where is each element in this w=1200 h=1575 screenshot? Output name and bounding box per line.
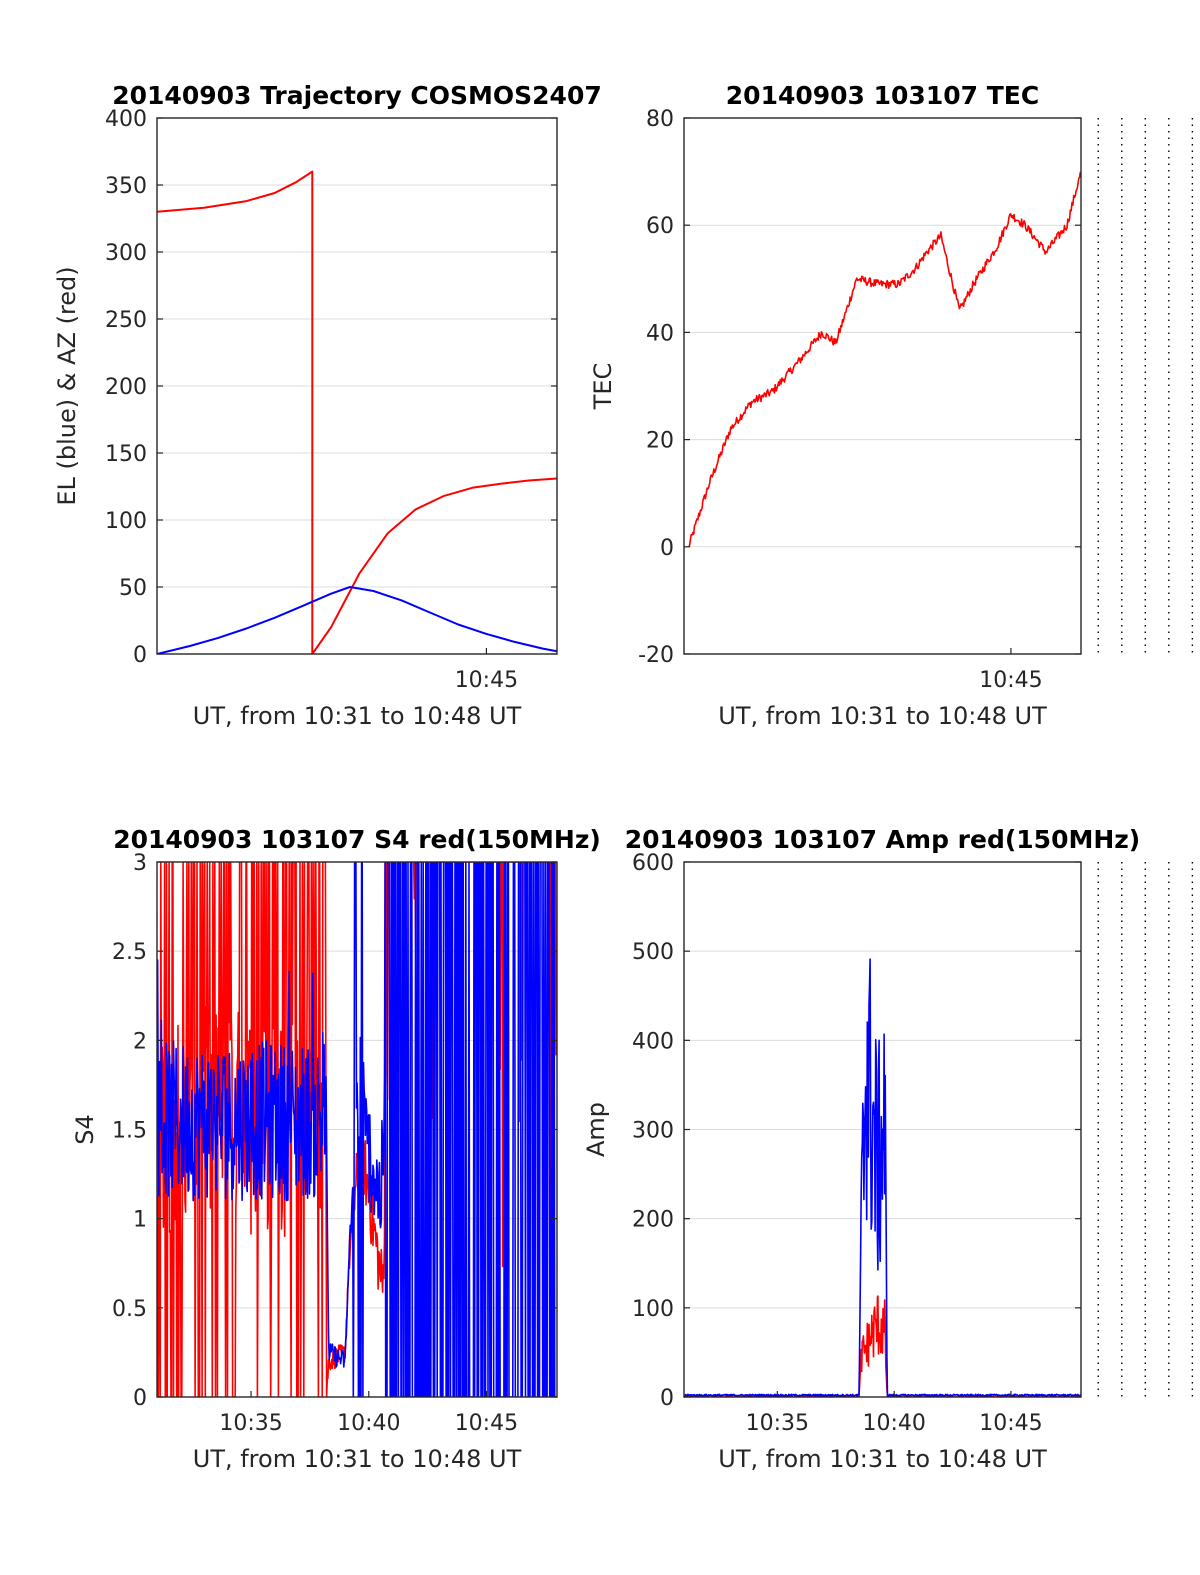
series-group [157, 170, 557, 654]
x-tick-label: 10:45 [979, 1411, 1042, 1436]
y-axis-label: Amp [582, 1102, 610, 1157]
series-line-1 [684, 1295, 1081, 1397]
y-tick-label: 80 [646, 107, 674, 132]
y-tick-label: 350 [105, 174, 147, 199]
axes-box [683, 117, 1082, 655]
x-tick-label: 10:45 [455, 668, 518, 693]
series-group [157, 862, 557, 1397]
x-tick-label: 10:40 [862, 1411, 925, 1436]
x-tick-label: 10:35 [746, 1411, 809, 1436]
y-tick-label: 50 [119, 576, 147, 601]
y-axis-label: S4 [71, 1114, 99, 1145]
y-tick-label: 200 [632, 1208, 674, 1233]
y-tick-label: 100 [632, 1297, 674, 1322]
y-tick-label: 0.5 [112, 1297, 147, 1322]
x-tick-label: 10:40 [337, 1411, 400, 1436]
x-axis-label: UT, from 10:31 to 10:48 UT [193, 1445, 522, 1473]
y-tick-label: 300 [105, 241, 147, 266]
series-line-1 [157, 170, 557, 654]
y-axis-label: EL (blue) & AZ (red) [53, 266, 81, 505]
y-tick-label: 1.5 [112, 1119, 147, 1144]
y-tick-label: 100 [105, 509, 147, 534]
x-axis-label: UT, from 10:31 to 10:48 UT [718, 702, 1047, 730]
y-tick-label: 40 [646, 321, 674, 346]
x-tick-label: 10:45 [979, 668, 1042, 693]
y-tick-label: 400 [632, 1029, 674, 1054]
chart-title: 20140903 103107 S4 red(150MHz) [113, 825, 601, 854]
chart-panel-4: 0 100 200 300 400 500 600 10:35 10:40 10:45 201409… [582, 825, 1141, 1473]
y-tick-label: 2.5 [112, 940, 147, 965]
x-axis-label: UT, from 10:31 to 10:48 UT [193, 702, 522, 730]
y-tick-label: 2 [133, 1029, 147, 1054]
series-line-2 [157, 862, 557, 1397]
chart-panel-2: -20 0 20 40 60 80 10:45 20140903 103107 TEC UT, … [589, 81, 1082, 730]
y-tick-label: 1 [133, 1208, 147, 1233]
series-group [688, 171, 1081, 547]
y-tick-label: 0 [660, 1386, 674, 1411]
chart-title: 20140903 Trajectory COSMOS2407 [112, 81, 602, 110]
y-tick-label: 20 [646, 429, 674, 454]
y-tick-label: 0 [133, 643, 147, 668]
y-tick-label: 0 [660, 536, 674, 561]
y-tick-label: 250 [105, 308, 147, 333]
chart-title: 20140903 103107 TEC [726, 81, 1039, 110]
chart-title: 20140903 103107 Amp red(150MHz) [625, 825, 1141, 854]
chart-panel-3: 0 0.5 1 1.5 2 2.5 3 10:35 10:40 10:45 20140903 103… [71, 825, 1194, 1473]
y-tick-label: 300 [632, 1119, 674, 1144]
y-tick-label: -20 [638, 643, 674, 668]
y-tick-label: 150 [105, 442, 147, 467]
y-axis-label: TEC [589, 363, 617, 411]
x-axis-label: UT, from 10:31 to 10:48 UT [718, 1445, 1047, 1473]
y-tick-label: 500 [632, 940, 674, 965]
series-line-1 [688, 171, 1081, 547]
series-group [684, 958, 1081, 1397]
y-tick-label: 3 [133, 851, 147, 876]
plot-area [684, 118, 1081, 654]
x-tick-label: 10:35 [219, 1411, 282, 1436]
y-tick-label: 60 [646, 214, 674, 239]
y-tick-label: 200 [105, 375, 147, 400]
series-line-2 [684, 958, 1081, 1397]
y-tick-label: 400 [105, 107, 147, 132]
y-tick-label: 600 [632, 851, 674, 876]
series-line-2 [157, 586, 557, 654]
y-tick-label: 0 [133, 1386, 147, 1411]
x-tick-label: 10:45 [455, 1411, 518, 1436]
